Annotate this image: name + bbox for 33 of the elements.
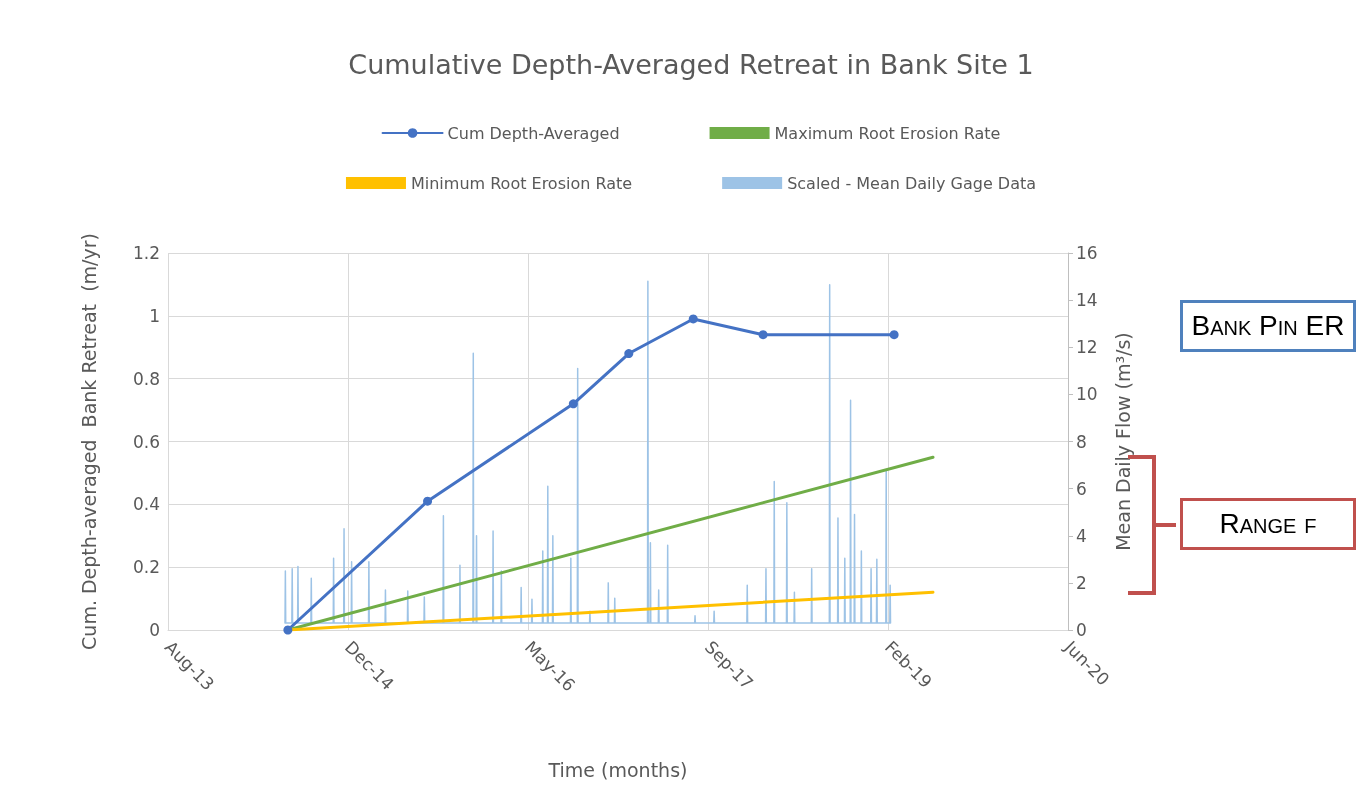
text: Range f <box>1180 498 1356 550</box>
legend-label: Maximum Root Erosion Rate <box>774 123 1001 143</box>
y-axis-title: Cum. Depth-averaged Bank Retreat (m/yr) <box>77 233 100 650</box>
point <box>624 349 634 359</box>
chart-title: Cumulative Depth-Averaged Retreat in Bank Site 1 <box>348 49 1034 80</box>
legend-label: Minimum Root Erosion Rate <box>410 173 633 193</box>
legend-label: Cum Depth-Averaged <box>447 123 620 143</box>
y2-axis-title: Mean Daily Flow (m³/s) <box>1111 332 1134 551</box>
y2-tick-label: 16 <box>1076 243 1098 263</box>
y-tick-label: 0 <box>149 620 160 640</box>
y2-tick-label: 12 <box>1076 337 1098 358</box>
text: Bank Pin ER <box>1180 300 1356 352</box>
y2-tick-label: 0 <box>1076 620 1087 640</box>
point <box>283 625 293 635</box>
y-tick-label: 1.2 <box>132 243 160 263</box>
point <box>688 314 698 324</box>
y-tick-label: 0.8 <box>132 368 160 389</box>
y2-tick-label: 4 <box>1076 525 1087 546</box>
y2-tick-label: 8 <box>1076 431 1087 452</box>
y-tick-label: 0.4 <box>132 494 160 515</box>
y2-tick-label: 14 <box>1076 290 1098 311</box>
point <box>423 496 433 506</box>
point <box>758 330 768 340</box>
x-axis-title: Time (months) <box>547 758 688 781</box>
y-tick-label: 1 <box>149 305 160 326</box>
y-tick-label: 0.6 <box>132 431 160 452</box>
y2-tick-label: 10 <box>1076 384 1098 405</box>
legend-label: Scaled - Mean Daily Gage Data <box>787 173 1037 193</box>
point <box>568 399 578 409</box>
y2-tick-label: 6 <box>1076 478 1087 499</box>
y2-tick-label: 2 <box>1076 572 1087 593</box>
y-tick-label: 0.2 <box>132 557 160 578</box>
point <box>889 330 899 340</box>
